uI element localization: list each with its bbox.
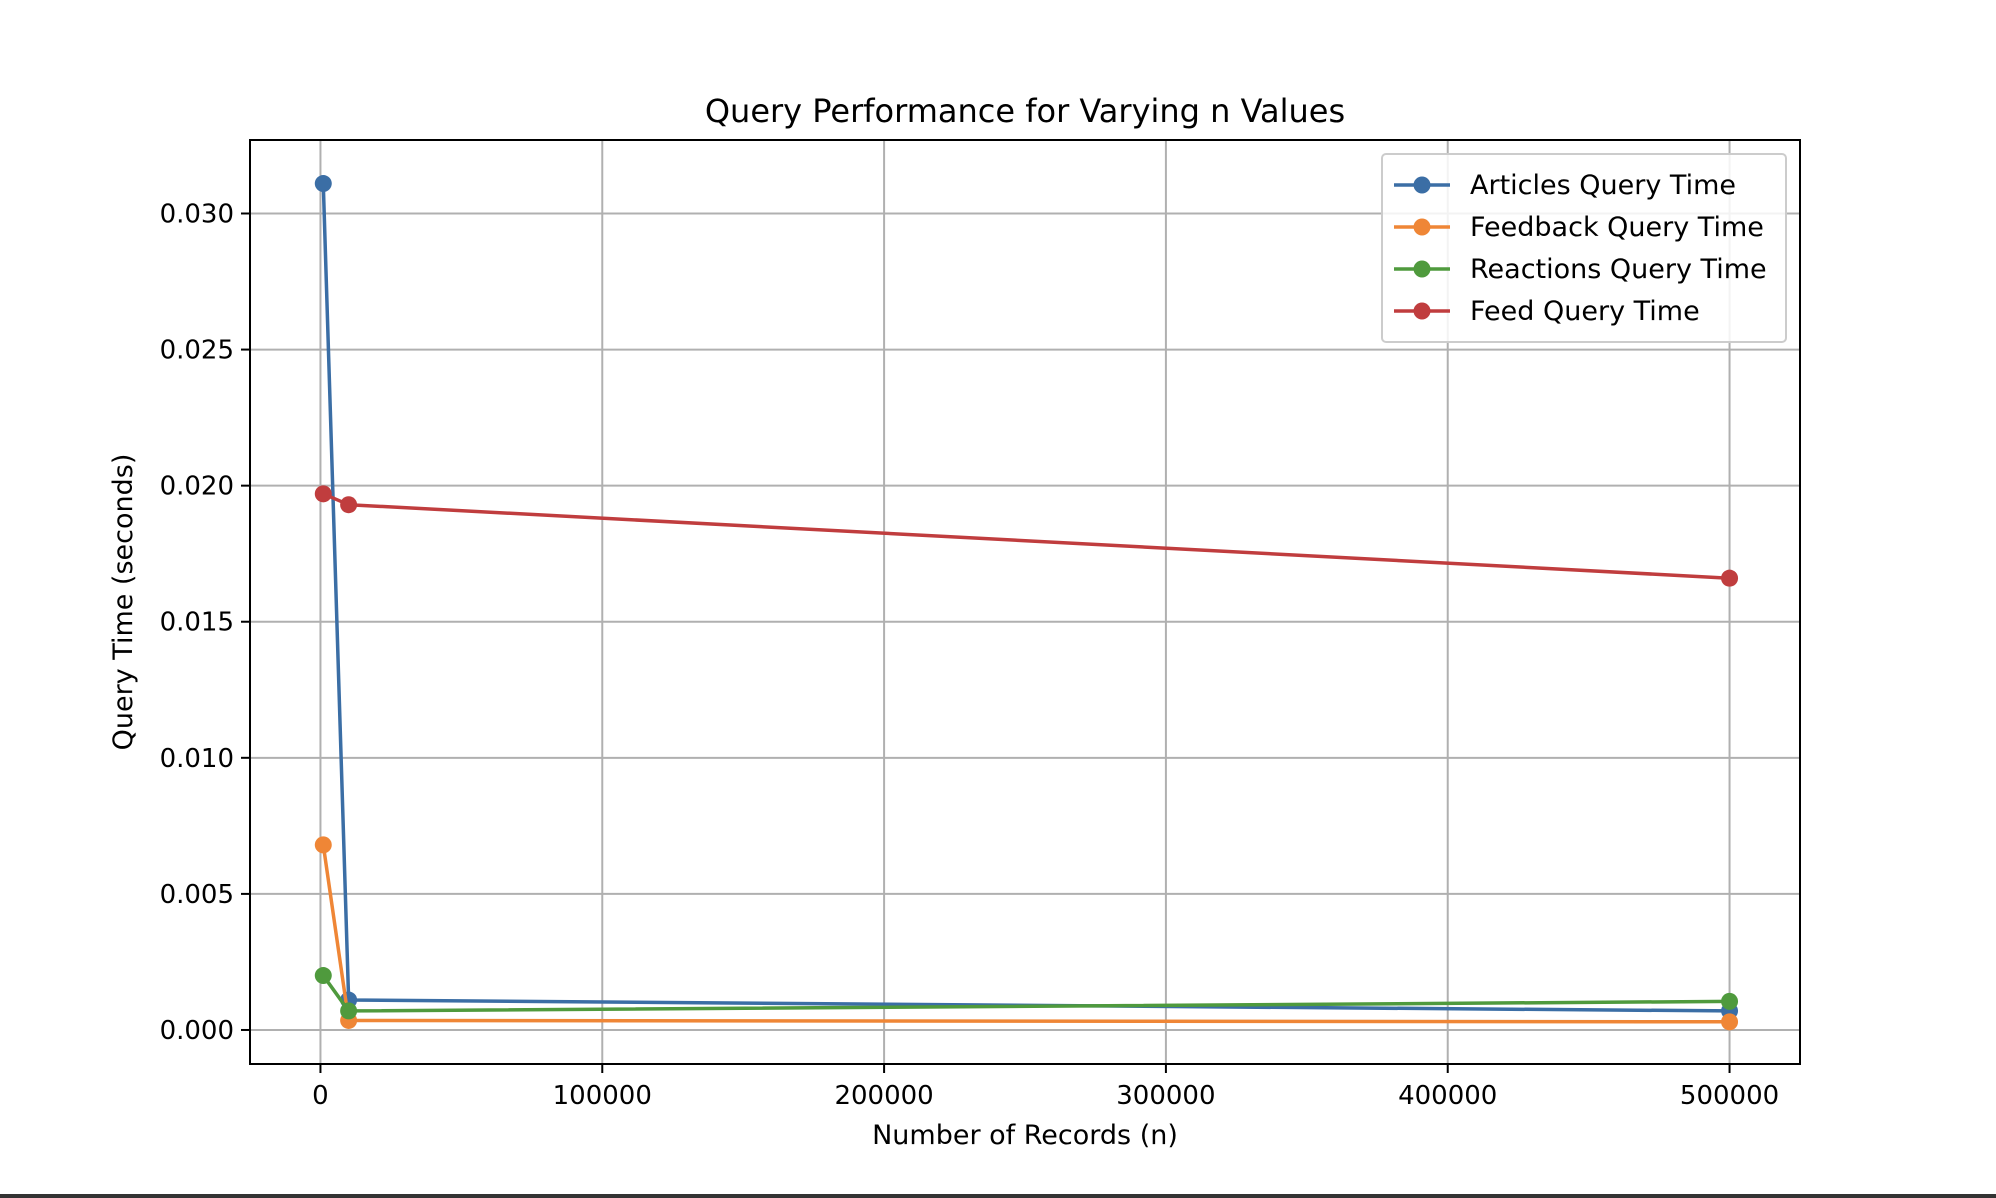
- y-tick-label: 0.020: [160, 472, 234, 502]
- chart-title: Query Performance for Varying n Values: [705, 92, 1345, 130]
- data-point: [1721, 992, 1739, 1010]
- legend-label: Reactions Query Time: [1470, 254, 1767, 285]
- series-1: [314, 836, 1739, 1031]
- data-point: [314, 175, 332, 193]
- legend-label: Feedback Query Time: [1470, 212, 1764, 243]
- x-tick-label: 400000: [1398, 1081, 1497, 1111]
- data-point: [340, 1002, 358, 1020]
- y-tick-label: 0.000: [160, 1016, 234, 1046]
- data-point: [314, 967, 332, 985]
- legend-marker: [1413, 260, 1431, 278]
- series-2: [314, 967, 1739, 1020]
- x-axis-label: Number of Records (n): [872, 1120, 1178, 1151]
- plot-area-frame: [249, 139, 1801, 1065]
- legend-label: Articles Query Time: [1470, 170, 1736, 201]
- legend-marker: [1413, 176, 1431, 194]
- legend-item: Feed Query Time: [1394, 296, 1700, 327]
- x-tick-label: 100000: [553, 1081, 652, 1111]
- bottom-border-line: [0, 1194, 1996, 1198]
- x-tick-label: 0: [312, 1081, 329, 1111]
- y-tick-label: 0.005: [160, 880, 234, 910]
- legend-item: Feedback Query Time: [1394, 212, 1764, 243]
- legend-marker: [1413, 218, 1431, 236]
- legend-marker: [1413, 302, 1431, 320]
- x-tick-label: 300000: [1116, 1081, 1215, 1111]
- x-tick-label: 200000: [834, 1081, 933, 1111]
- legend: Articles Query Time Feedback Query Time Re…: [1381, 153, 1787, 343]
- grid-lines: [250, 140, 1800, 1064]
- x-tick-label: 500000: [1680, 1081, 1779, 1111]
- legend-box: [1381, 153, 1787, 343]
- legend-item: Reactions Query Time: [1394, 254, 1767, 285]
- series-layer: [314, 175, 1739, 1031]
- y-tick-label: 0.030: [160, 199, 234, 229]
- data-point: [314, 485, 332, 503]
- y-tick-label: 0.015: [160, 608, 234, 638]
- series-3: [314, 485, 1739, 587]
- data-point: [314, 836, 332, 854]
- legend-item: Articles Query Time: [1394, 170, 1736, 201]
- y-axis-label: Query Time (seconds): [108, 454, 139, 751]
- y-tick-label: 0.025: [160, 336, 234, 366]
- data-point: [1721, 569, 1739, 587]
- data-point: [1721, 1013, 1739, 1031]
- legend-label: Feed Query Time: [1470, 296, 1700, 327]
- axis-ticks: 0 100000 200000 300000 400000 500000 0.000 0.00…: [160, 199, 1780, 1111]
- y-tick-label: 0.010: [160, 744, 234, 774]
- data-point: [340, 496, 358, 514]
